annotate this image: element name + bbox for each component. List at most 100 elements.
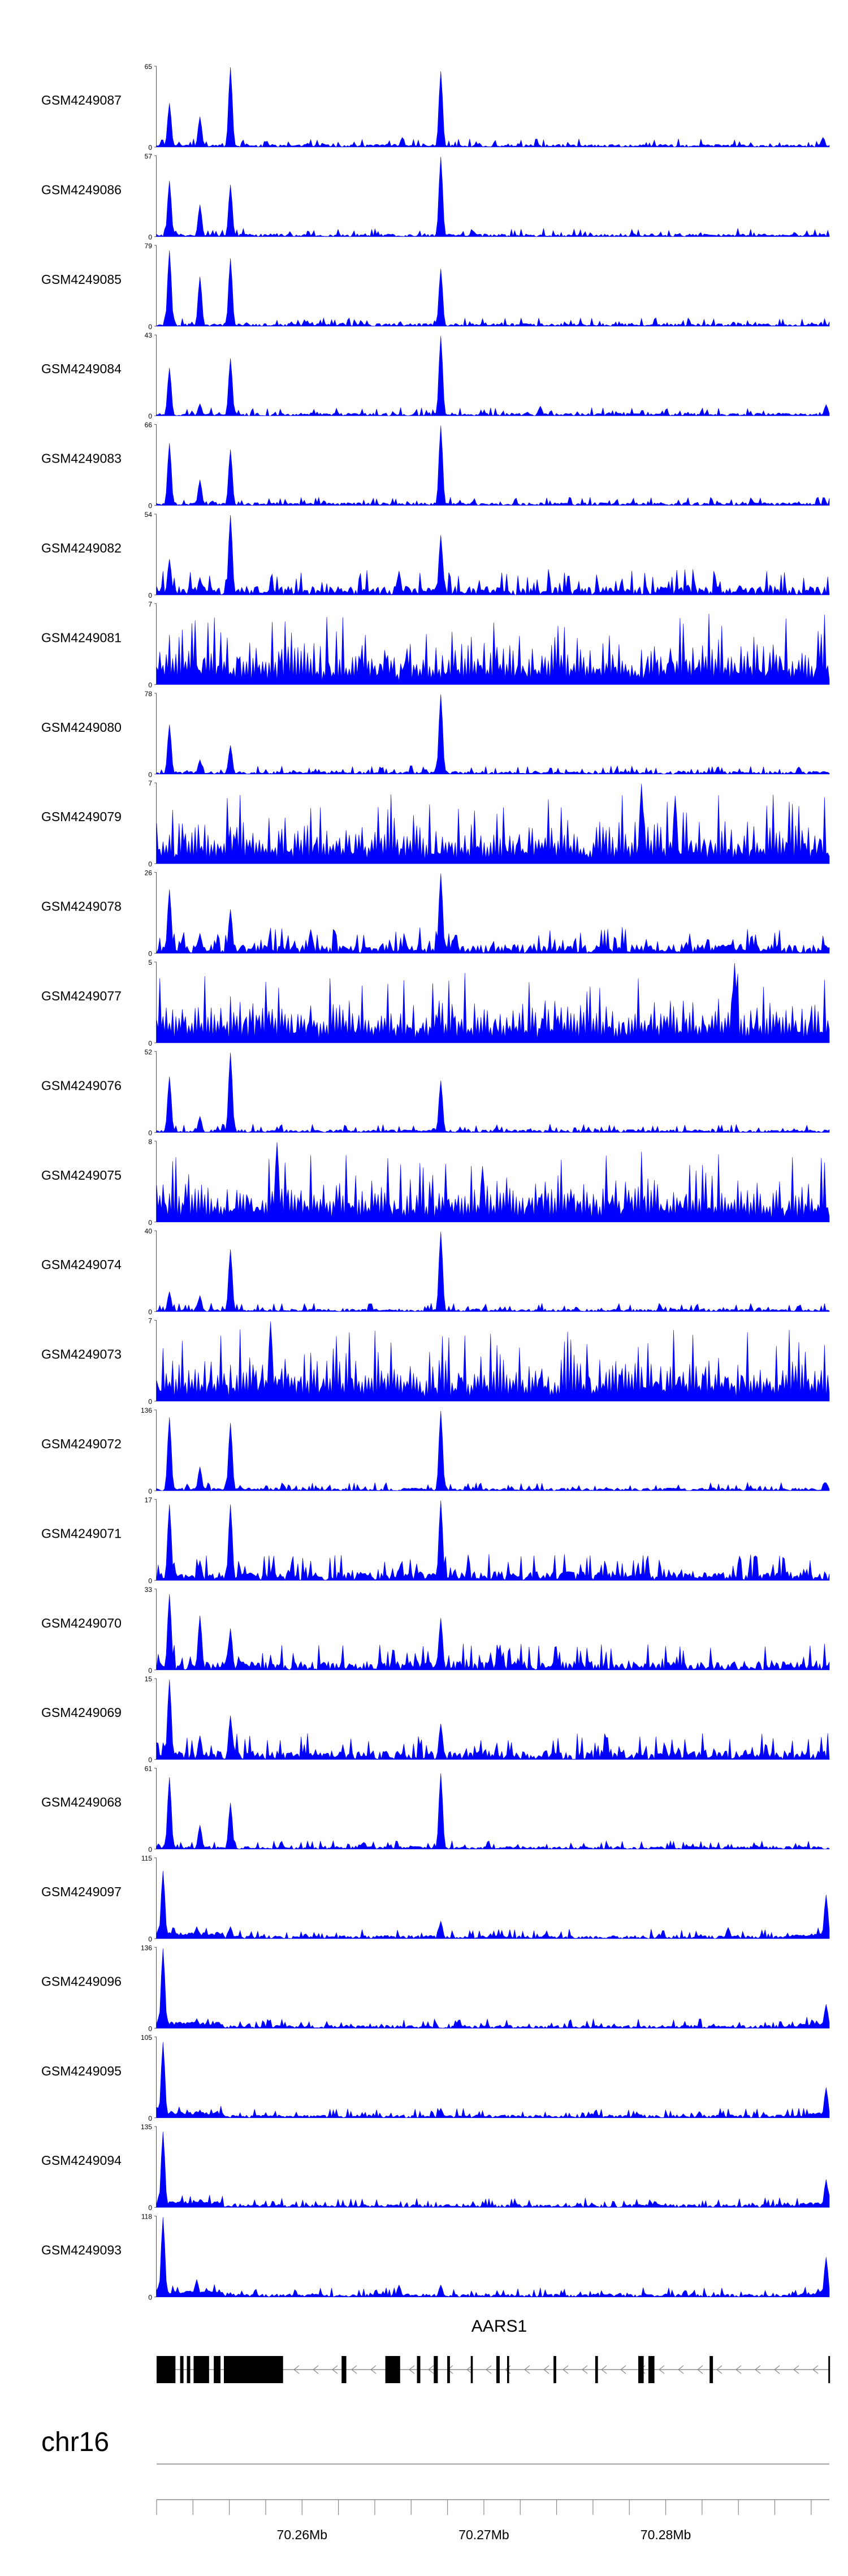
y-min-label: 0	[148, 771, 152, 779]
y-min-label: 0	[148, 323, 152, 331]
strand-arrow	[582, 2365, 588, 2374]
y-max-label: 5	[148, 959, 152, 966]
y-min-label: 0	[148, 2115, 152, 2122]
strand-arrow	[409, 2365, 415, 2374]
signal-track: GSM4249073 7 0	[41, 1317, 830, 1406]
y-min-label: 0	[148, 1935, 152, 1943]
gene-exon	[341, 2356, 347, 2383]
track-name-label: GSM4249080	[41, 720, 122, 735]
gene-exon	[507, 2356, 509, 2383]
y-max-label: 33	[145, 1586, 153, 1594]
strand-arrow	[812, 2365, 819, 2374]
signal-track: GSM4249096 136 0	[41, 1944, 830, 2033]
strand-arrow	[678, 2365, 684, 2374]
track-name-label: GSM4249096	[41, 1974, 122, 1988]
strand-arrow	[370, 2365, 377, 2374]
coverage-area	[156, 336, 830, 416]
y-max-label: 26	[145, 869, 153, 877]
signal-track: GSM4249068 61 0	[41, 1765, 830, 1854]
coverage-area	[156, 157, 830, 238]
signal-track: GSM4249079 7 0	[41, 779, 830, 868]
y-max-label: 105	[141, 2034, 152, 2042]
y-min-label: 0	[148, 233, 152, 241]
y-max-label: 8	[148, 1138, 152, 1146]
coverage-area	[156, 1052, 830, 1133]
strand-arrow	[428, 2365, 434, 2374]
signal-track: GSM4249071 17 0	[41, 1496, 830, 1585]
coverage-area	[156, 1500, 830, 1581]
track-name-label: GSM4249075	[41, 1168, 122, 1183]
signal-track: GSM4249081 7 0	[41, 600, 830, 689]
y-min-label: 0	[148, 144, 152, 152]
coverage-area	[156, 614, 830, 685]
gene-name-label: AARS1	[471, 2317, 527, 2336]
coverage-area	[156, 1321, 830, 1401]
y-max-label: 78	[145, 690, 153, 698]
y-max-label: 40	[145, 1227, 153, 1235]
track-name-label: GSM4249070	[41, 1616, 122, 1630]
strand-arrow	[774, 2365, 780, 2374]
gene-track: AARS1	[157, 2317, 830, 2383]
signal-track: GSM4249080 78 0	[41, 690, 830, 779]
strand-arrow	[524, 2365, 530, 2374]
y-max-label: 7	[148, 1317, 152, 1325]
strand-arrow	[466, 2365, 473, 2374]
gene-exon	[828, 2356, 830, 2383]
signal-track: GSM4249094 135 0	[41, 2123, 830, 2212]
strand-arrow	[332, 2365, 338, 2374]
y-min-label: 0	[148, 1577, 152, 1585]
y-max-label: 7	[148, 600, 152, 608]
y-min-label: 0	[148, 2204, 152, 2212]
coverage-area	[156, 1594, 830, 1671]
track-name-label: GSM4249071	[41, 1526, 122, 1541]
y-min-label: 0	[148, 1667, 152, 1675]
track-name-label: GSM4249082	[41, 541, 122, 555]
y-max-label: 65	[145, 63, 153, 71]
strand-arrow	[351, 2365, 357, 2374]
strand-arrow	[659, 2365, 665, 2374]
signal-track: GSM4249093 118 0	[41, 2213, 830, 2302]
y-max-label: 54	[145, 511, 153, 519]
y-max-label: 136	[141, 1406, 152, 1414]
track-name-label: GSM4249069	[41, 1705, 122, 1720]
axis-tick-label: 70.26Mb	[277, 2527, 328, 2542]
y-min-label: 0	[148, 412, 152, 420]
y-max-label: 43	[145, 331, 153, 339]
gene-exon	[638, 2356, 644, 2383]
strand-arrow	[486, 2365, 492, 2374]
signal-track: GSM4249083 66 0	[41, 421, 830, 510]
gene-exon	[496, 2356, 500, 2383]
coverage-area	[156, 515, 830, 596]
y-min-label: 0	[148, 2294, 152, 2302]
signal-track: GSM4249072 136 0	[41, 1406, 830, 1495]
coverage-area	[156, 1871, 830, 1939]
gene-exon	[709, 2356, 713, 2383]
track-name-label: GSM4249095	[41, 2064, 122, 2078]
signal-track: GSM4249070 33 0	[41, 1586, 830, 1675]
gene-exon	[180, 2356, 184, 2383]
strand-arrow	[313, 2365, 319, 2374]
gene-exon	[434, 2356, 438, 2383]
coverage-area	[156, 694, 830, 775]
gene-exon	[648, 2356, 655, 2383]
y-min-label: 0	[148, 1756, 152, 1764]
coverage-area	[156, 67, 830, 148]
signal-track: GSM4249084 43 0	[41, 331, 830, 420]
gene-exon	[187, 2356, 191, 2383]
y-max-label: 61	[145, 1765, 153, 1773]
track-name-label: GSM4249077	[41, 989, 122, 1003]
coverage-area	[156, 2217, 830, 2298]
track-name-label: GSM4249085	[41, 272, 122, 287]
signal-track: GSM4249078 26 0	[41, 869, 830, 958]
signal-track: GSM4249082 54 0	[41, 511, 830, 599]
y-max-label: 79	[145, 242, 153, 250]
coverage-area	[156, 250, 830, 327]
axis-tick-label: 70.28Mb	[641, 2527, 691, 2542]
coverage-area	[156, 963, 830, 1043]
signal-track: GSM4249075 8 0	[41, 1138, 830, 1227]
gene-exon	[553, 2356, 556, 2383]
track-name-label: GSM4249078	[41, 899, 122, 914]
track-name-label: GSM4249093	[41, 2243, 122, 2258]
y-max-label: 118	[141, 2213, 152, 2221]
coverage-area	[156, 1680, 830, 1760]
